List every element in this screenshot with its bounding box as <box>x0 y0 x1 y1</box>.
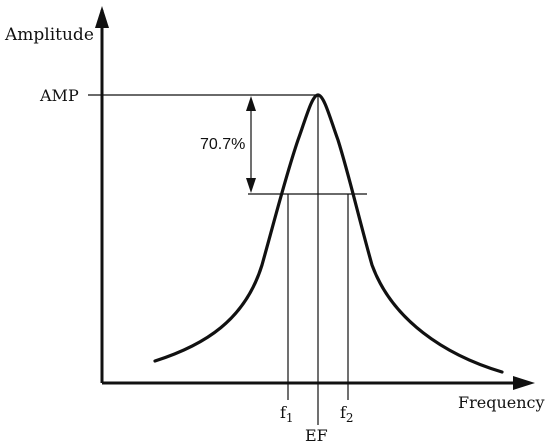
f1-label: f1 <box>280 403 294 425</box>
f2-label-base: f <box>340 403 347 422</box>
y-axis-arrow <box>95 6 109 28</box>
ef-label: EF <box>305 426 328 445</box>
f2-label-sub: 2 <box>346 411 354 425</box>
drop-arrow-head-bottom <box>246 178 256 193</box>
drop-arrow-head-top <box>246 96 256 111</box>
amp-label: AMP <box>39 86 79 105</box>
drop-label: 70.7% <box>200 136 245 153</box>
x-axis-label: Frequency <box>458 393 545 412</box>
f1-label-base: f <box>280 403 287 422</box>
x-axis-arrow <box>513 376 535 390</box>
f2-label: f2 <box>340 403 354 425</box>
y-axis-label: Amplitude <box>4 25 94 45</box>
f1-label-sub: 1 <box>286 411 294 425</box>
